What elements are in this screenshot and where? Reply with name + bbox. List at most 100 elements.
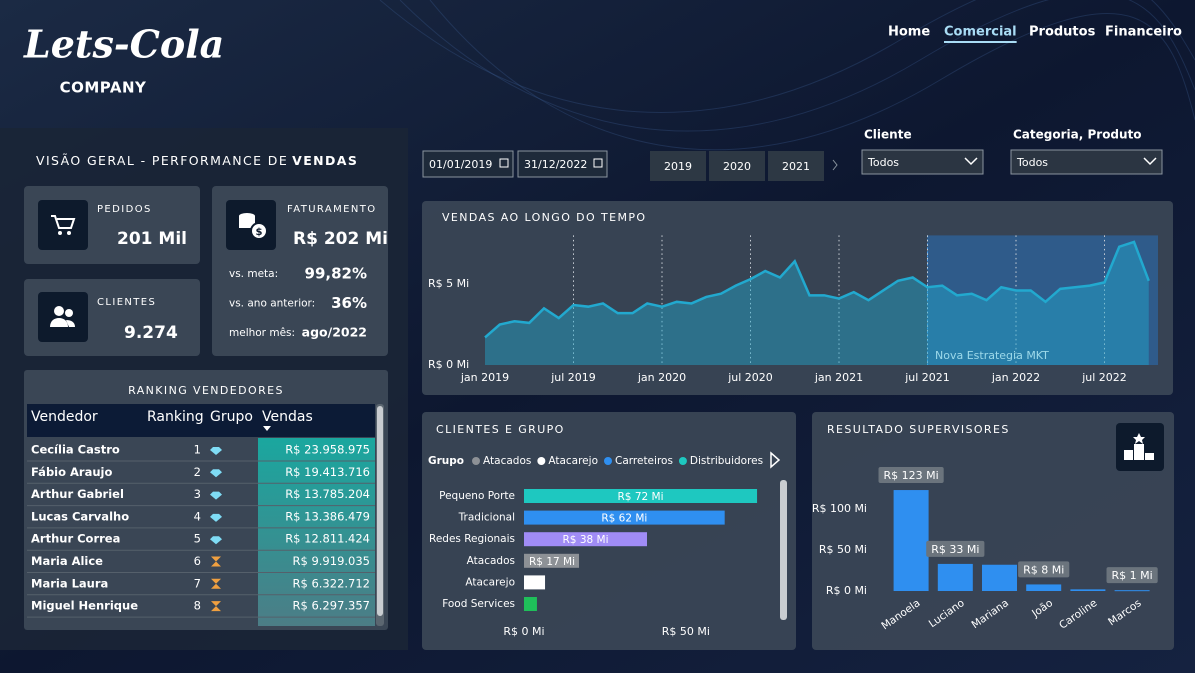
nav-link[interactable]: Financeiro	[1105, 25, 1182, 40]
value-label: R$ 62 Mi	[601, 513, 647, 525]
y-tick-label: R$ 0 Mi	[428, 358, 469, 371]
column-header: Vendas	[262, 409, 313, 425]
date-input[interactable]	[517, 150, 608, 178]
hourglass-icon	[211, 578, 221, 589]
area	[485, 241, 1149, 365]
legend-title: Grupo	[428, 455, 464, 467]
background-waves	[379, 0, 1195, 151]
cell-rank: 2	[194, 465, 201, 479]
cell-rank: 7	[194, 576, 201, 590]
cell-name: Arthur Correa	[31, 532, 120, 546]
x-tick-label: jul 2021	[904, 371, 950, 384]
play-button[interactable]	[770, 451, 781, 469]
diamond-icon	[210, 513, 222, 522]
x-tick-label: jan 2021	[814, 371, 863, 384]
dropdown[interactable]	[1010, 149, 1163, 175]
scrollbar	[780, 480, 787, 620]
chart-title: RESULTADO SUPERVISORES	[827, 423, 1010, 436]
value-label-bg	[1018, 561, 1070, 578]
cell-name: Maria Alice	[31, 554, 103, 568]
chart-title: CLIENTES E GRUPO	[436, 423, 565, 436]
bar	[982, 564, 1017, 591]
value-label-bg	[878, 467, 944, 484]
y-tick-label: R$ 5 Mi	[428, 277, 469, 290]
overview-title-bold: VENDAS	[292, 153, 358, 168]
diamond-icon	[210, 536, 222, 545]
dropdown[interactable]	[861, 149, 984, 175]
legend-label: Distribuidores	[690, 455, 763, 467]
legend-swatch	[604, 457, 612, 465]
calendar-icon	[593, 158, 603, 168]
kpi-value: R$ 202 Mi	[293, 229, 388, 249]
coins-icon: $	[239, 213, 268, 240]
nav-link[interactable]: Produtos	[1029, 25, 1096, 40]
year-button-text: 2019	[664, 160, 692, 173]
dropdown-text: Todos	[867, 156, 899, 169]
bar	[524, 532, 647, 547]
value-label: R$ 17 Mi	[529, 556, 575, 568]
kpi-row-label: melhor mês:	[229, 327, 295, 339]
cell-rank: 6	[194, 554, 201, 568]
ranking-table: Vendedor Ranking Grupo Vendas Cecília Castro…	[27, 409, 375, 618]
cell-rank: 1	[194, 443, 201, 457]
kpi-value: 201 Mil	[117, 229, 187, 249]
legend-swatch	[678, 457, 687, 465]
value-label: R$ 1 Mi	[1112, 569, 1153, 582]
chevron	[832, 159, 838, 171]
dropdown-arrow	[964, 157, 978, 166]
cart-icon	[51, 215, 76, 235]
cell-sales: R$ 19.413.716	[285, 465, 370, 479]
annotation: Nova Estrategia MKT	[935, 349, 1049, 362]
bar	[1070, 589, 1106, 591]
line	[484, 240, 1150, 339]
kpi-row-value: 36%	[331, 294, 367, 312]
icon-box	[38, 200, 88, 250]
year-button[interactable]	[709, 151, 765, 181]
y-tick-label: R$ 50 Mi	[819, 543, 867, 556]
year-button-text: 2021	[782, 160, 810, 173]
value-label: R$ 38 Mi	[563, 534, 609, 546]
y-tick-label: R$ 100 Mi	[812, 502, 867, 515]
category-label: Atacados	[467, 555, 515, 567]
column-header: Grupo	[210, 409, 253, 425]
nav-link[interactable]: Home	[888, 25, 930, 40]
cell-rank: 3	[194, 487, 201, 501]
cell-name: Lucas Carvalho	[31, 509, 129, 523]
kpi-label: PEDIDOS	[97, 204, 152, 215]
cell-name: Arthur Gabriel	[31, 487, 124, 501]
sort-indicator	[263, 426, 271, 431]
value-label: R$ 72 Mi	[618, 491, 664, 503]
filter-label: Categoria, Produto	[1013, 128, 1142, 142]
legend-swatch	[472, 457, 481, 465]
kpi-rows: vs. meta: 99,82% vs. ano anterior: 36% melho…	[229, 265, 367, 340]
year-button[interactable]	[650, 151, 706, 181]
date-input[interactable]	[422, 150, 514, 178]
users-icon	[50, 306, 75, 327]
cell-sales: R$ 23.958.975	[285, 443, 370, 457]
legend-label: Atacados	[483, 455, 531, 467]
value-label: R$ 8 Mi	[1023, 563, 1064, 576]
clients-panel	[422, 412, 796, 650]
icon-box	[38, 292, 88, 342]
cell-sales: R$ 13.785.204	[285, 487, 370, 501]
x-tick-label: R$ 50 Mi	[662, 625, 710, 638]
overview-title: VISÃO GERAL - PERFORMANCE DE VENDAS	[36, 153, 358, 168]
x-tick-label: jul 2022	[1081, 371, 1127, 384]
cell-name: Cecília Castro	[31, 443, 120, 457]
diamond-icon	[210, 447, 222, 455]
nav-link[interactable]: Comercial	[944, 25, 1017, 40]
year-button[interactable]	[768, 151, 824, 181]
x-tick-label: R$ 0 Mi	[503, 625, 544, 638]
value-label-bg	[926, 540, 985, 557]
cell-rank: 4	[194, 509, 201, 523]
legend-swatch	[537, 457, 546, 465]
cell-name: Fábio Araujo	[31, 465, 112, 479]
column-header: Vendedor	[31, 409, 98, 425]
table-header	[27, 404, 375, 437]
bar	[524, 489, 758, 503]
year-button-text: 2020	[723, 160, 751, 173]
kpi-row-value: ago/2022	[302, 325, 367, 340]
cell-name: Maria Laura	[31, 576, 108, 590]
hourglass-icon	[211, 601, 221, 612]
